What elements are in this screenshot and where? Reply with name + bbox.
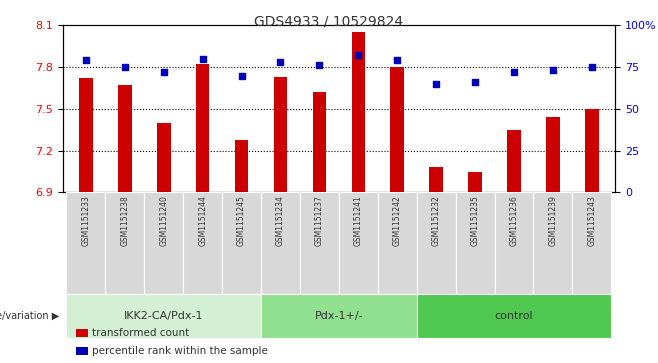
Text: transformed count: transformed count <box>92 328 190 338</box>
Bar <box>455 192 495 294</box>
Bar <box>66 192 105 294</box>
Text: GSM1151233: GSM1151233 <box>82 195 90 246</box>
Text: GSM1151243: GSM1151243 <box>588 195 596 246</box>
Text: GSM1151242: GSM1151242 <box>393 195 402 246</box>
Text: GSM1151235: GSM1151235 <box>470 195 480 246</box>
Bar <box>79 78 93 192</box>
Text: GSM1151234: GSM1151234 <box>276 195 285 246</box>
Bar <box>546 117 560 192</box>
Bar <box>157 123 170 192</box>
Point <box>314 62 324 68</box>
Point <box>509 69 519 75</box>
Bar <box>261 192 300 294</box>
Bar <box>572 192 611 294</box>
Bar <box>417 192 455 294</box>
Point <box>236 73 247 78</box>
Bar <box>534 192 572 294</box>
Point <box>431 81 442 87</box>
Text: GSM1151238: GSM1151238 <box>120 195 129 246</box>
Text: control: control <box>495 311 534 321</box>
Bar <box>390 67 404 192</box>
Bar <box>118 85 132 192</box>
Point <box>470 79 480 85</box>
Bar <box>300 192 339 294</box>
Point <box>197 56 208 62</box>
Point <box>120 64 130 70</box>
Bar <box>261 294 417 338</box>
Bar <box>351 32 365 192</box>
Bar <box>507 130 521 192</box>
Bar <box>339 192 378 294</box>
Bar <box>235 139 248 192</box>
Text: GSM1151236: GSM1151236 <box>509 195 519 246</box>
Text: GSM1151244: GSM1151244 <box>198 195 207 246</box>
Text: IKK2-CA/Pdx-1: IKK2-CA/Pdx-1 <box>124 311 203 321</box>
Bar <box>585 109 599 192</box>
Text: percentile rank within the sample: percentile rank within the sample <box>92 346 268 356</box>
Text: Pdx-1+/-: Pdx-1+/- <box>315 311 363 321</box>
Point <box>547 68 558 73</box>
Bar <box>144 192 183 294</box>
Point <box>275 59 286 65</box>
Text: GSM1151232: GSM1151232 <box>432 195 441 246</box>
Bar <box>468 172 482 192</box>
Point <box>587 64 597 70</box>
Point <box>392 58 403 64</box>
Bar <box>313 92 326 192</box>
Bar <box>274 77 288 192</box>
Bar <box>430 167 443 192</box>
Text: GSM1151245: GSM1151245 <box>237 195 246 246</box>
Text: GSM1151241: GSM1151241 <box>354 195 363 246</box>
Point <box>353 53 364 58</box>
Bar <box>378 192 417 294</box>
Bar <box>105 192 144 294</box>
Text: GSM1151239: GSM1151239 <box>549 195 557 246</box>
Point <box>80 58 91 64</box>
Text: genotype/variation ▶: genotype/variation ▶ <box>0 311 59 321</box>
Bar <box>495 192 534 294</box>
Text: GSM1151240: GSM1151240 <box>159 195 168 246</box>
Text: GDS4933 / 10529824: GDS4933 / 10529824 <box>255 15 403 29</box>
Bar <box>417 294 611 338</box>
Bar <box>183 192 222 294</box>
Bar <box>196 64 209 192</box>
Bar <box>222 192 261 294</box>
Point <box>159 69 169 75</box>
Bar <box>66 294 261 338</box>
Text: GSM1151237: GSM1151237 <box>315 195 324 246</box>
